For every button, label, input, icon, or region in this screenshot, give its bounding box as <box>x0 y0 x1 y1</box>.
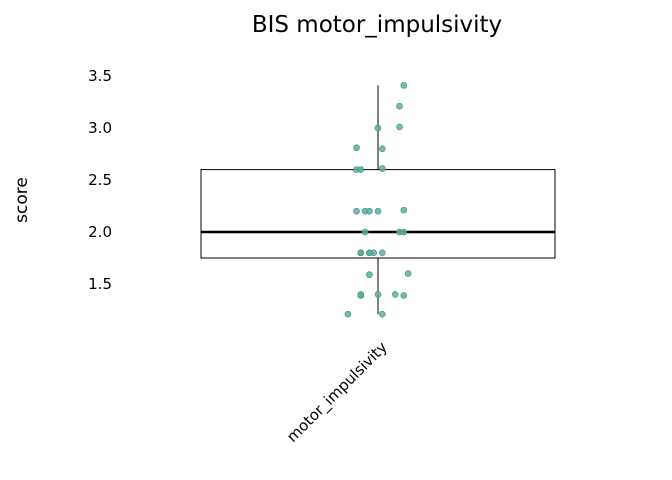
data-point <box>374 207 382 215</box>
data-point <box>400 228 408 236</box>
y-tick-label: 3.5 <box>88 67 112 85</box>
data-points <box>344 82 412 318</box>
data-point <box>396 102 403 110</box>
data-point <box>396 123 403 131</box>
data-point <box>357 291 365 298</box>
data-point <box>366 249 373 257</box>
y-tick-label: 2.0 <box>88 223 112 241</box>
y-axis: 1.5 2.0 2.5 3.0 3.5 <box>88 67 112 293</box>
data-point <box>366 271 373 278</box>
chart-title: BIS motor_impulsivity <box>252 12 502 38</box>
data-point <box>378 249 386 257</box>
data-point <box>400 292 408 299</box>
x-category-label: motor_impulsivity <box>283 338 391 446</box>
data-point <box>357 166 365 173</box>
data-point <box>378 165 386 172</box>
y-axis-title: score <box>12 177 32 223</box>
data-point <box>366 207 373 215</box>
data-point <box>361 228 369 236</box>
box-iqr <box>200 169 556 259</box>
y-tick-label: 3.0 <box>88 119 112 137</box>
data-point <box>400 82 408 89</box>
data-point <box>391 291 399 298</box>
boxplot <box>200 85 556 315</box>
data-point <box>378 310 386 318</box>
y-tick-label: 1.5 <box>88 275 112 293</box>
data-point <box>374 291 382 298</box>
x-axis: motor_impulsivity <box>283 338 391 446</box>
y-tick-label: 2.5 <box>88 171 112 189</box>
data-point <box>344 310 352 318</box>
data-point <box>353 207 360 215</box>
data-point <box>378 145 386 153</box>
data-point <box>400 206 408 214</box>
data-point <box>357 249 365 257</box>
data-point <box>404 270 412 277</box>
data-point <box>374 124 382 132</box>
data-point <box>353 144 360 152</box>
